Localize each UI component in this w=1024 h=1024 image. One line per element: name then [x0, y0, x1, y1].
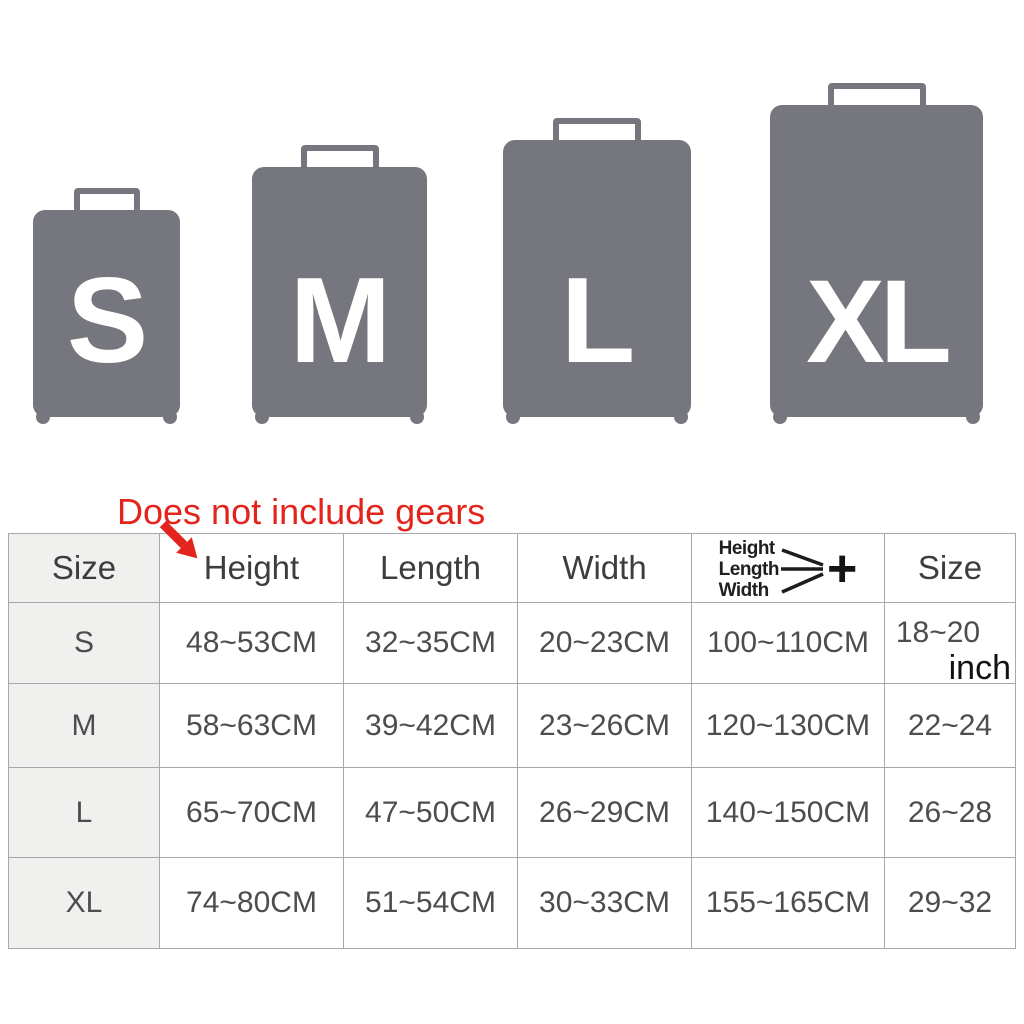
wheel-icon	[506, 410, 520, 424]
cell-height: 58~63CM	[159, 683, 344, 768]
cell-sum: 140~150CM	[691, 767, 885, 858]
header-length: Length	[343, 533, 518, 603]
wheel-icon	[163, 410, 177, 424]
cell-size: S	[8, 602, 160, 684]
wheel-icon	[966, 410, 980, 424]
sum-label-length: Length	[718, 558, 780, 580]
inch-unit-label: inch	[948, 649, 1011, 687]
sum-label-width: Width	[718, 579, 770, 601]
suitcase-size-letter: L	[560, 252, 636, 388]
header-size-right: Size	[884, 533, 1016, 603]
table-header-row: Size Height Length Width Height Length W…	[8, 533, 1016, 603]
cell-size-inch: 22~24	[884, 683, 1016, 768]
suitcase-size-letter: M	[289, 252, 392, 388]
cell-size-inch: 18~20 inch	[884, 602, 1016, 687]
cell-length: 32~35CM	[343, 602, 518, 684]
cell-length: 47~50CM	[343, 767, 518, 858]
wheel-icon	[410, 410, 424, 424]
table-row-m: M 58~63CM 39~42CM 23~26CM 120~130CM 22~2…	[8, 683, 1016, 768]
suitcase-m: M	[252, 145, 427, 424]
wheel-icon	[773, 410, 787, 424]
suitcase-xl: XL	[770, 83, 983, 424]
wheel-icon	[674, 410, 688, 424]
wheel-icon	[255, 410, 269, 424]
suitcase-body: S	[33, 210, 180, 424]
cell-width: 23~26CM	[517, 683, 692, 768]
size-table: Size Height Length Width Height Length W…	[8, 533, 1016, 949]
plus-sign: +	[826, 540, 858, 598]
suitcase-size-letter: S	[66, 252, 148, 388]
converging-lines-icon	[780, 548, 824, 594]
suitcase-l: L	[503, 118, 691, 424]
cell-sum: 120~130CM	[691, 683, 885, 768]
header-sum: Height Length Width +	[691, 533, 885, 603]
cell-sum: 155~165CM	[691, 857, 885, 949]
annotation-text: Does not include gears	[117, 491, 486, 532]
red-arrow-icon	[159, 520, 198, 559]
cell-width: 26~29CM	[517, 767, 692, 858]
suitcase-body: XL	[770, 105, 983, 424]
cell-length: 51~54CM	[343, 857, 518, 949]
inch-range: 18~20	[895, 616, 981, 649]
table-row-s: S 48~53CM 32~35CM 20~23CM 100~110CM 18~2…	[8, 602, 1016, 687]
suitcase-body: L	[503, 140, 691, 424]
header-size-left: Size	[8, 533, 160, 603]
cell-size: L	[8, 767, 160, 858]
suitcase-size-letter: XL	[806, 256, 952, 388]
wheel-icon	[36, 410, 50, 424]
cell-width: 20~23CM	[517, 602, 692, 684]
cell-sum: 100~110CM	[691, 602, 885, 684]
cell-width: 30~33CM	[517, 857, 692, 949]
table-row-xl: XL 74~80CM 51~54CM 30~33CM 155~165CM 29~…	[8, 857, 1016, 949]
sum-label-height: Height	[718, 537, 776, 559]
cell-size: M	[8, 683, 160, 768]
cell-length: 39~42CM	[343, 683, 518, 768]
cell-size: XL	[8, 857, 160, 949]
cell-size-inch: 29~32	[884, 857, 1016, 949]
cell-height: 65~70CM	[159, 767, 344, 858]
cell-height: 48~53CM	[159, 602, 344, 684]
header-width: Width	[517, 533, 692, 603]
cell-height: 74~80CM	[159, 857, 344, 949]
suitcase-body: M	[252, 167, 427, 424]
suitcase-s: S	[33, 188, 180, 424]
height-length-width-sum: Height Length Width +	[692, 536, 884, 601]
table-row-l: L 65~70CM 47~50CM 26~29CM 140~150CM 26~2…	[8, 767, 1016, 858]
cell-size-inch: 26~28	[884, 767, 1016, 858]
